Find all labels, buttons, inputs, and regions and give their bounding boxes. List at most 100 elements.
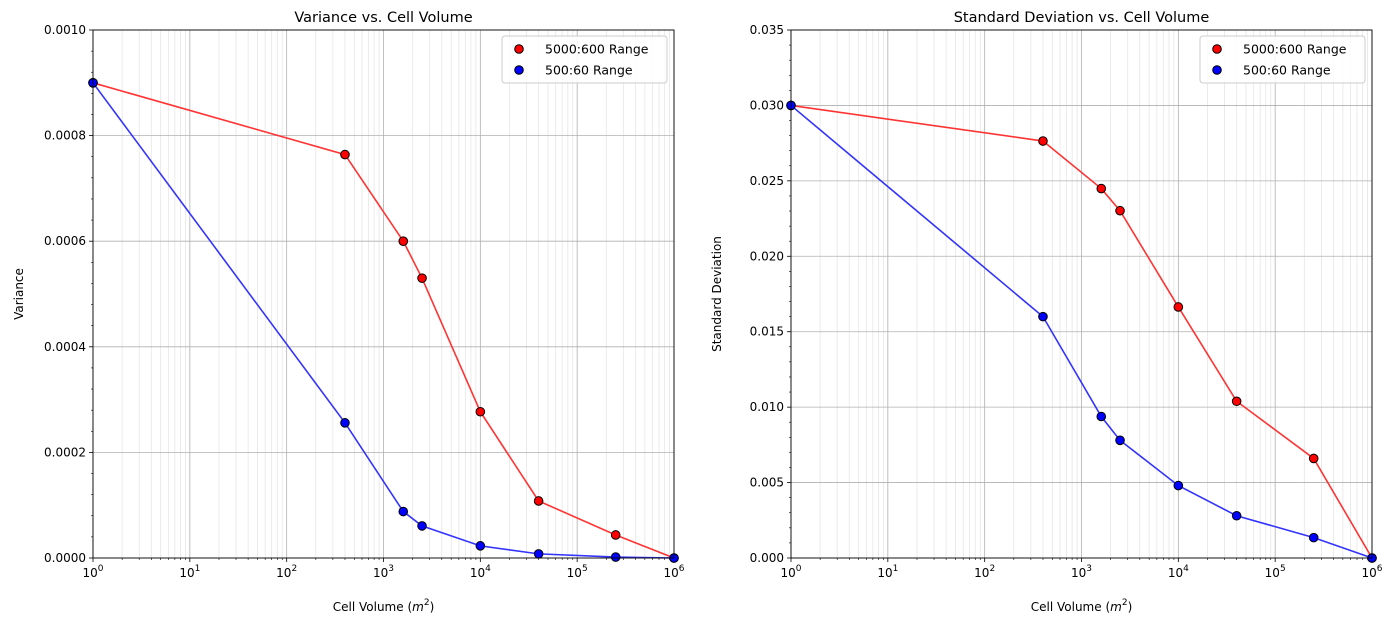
data-point: [533, 549, 544, 559]
x-tick-label-base: 10: [877, 566, 892, 580]
data-point: [610, 530, 621, 540]
x-tick-label: 101: [877, 564, 898, 580]
x-tick-label-exponent: 6: [1377, 564, 1383, 574]
x-tick-label-exponent: 0: [98, 564, 104, 574]
x-tick-label: 104: [470, 564, 491, 580]
x-axis-label-end: ): [430, 600, 435, 614]
data-point: [1115, 435, 1125, 446]
x-tick-label-exponent: 2: [989, 564, 995, 574]
x-tick-label: 101: [179, 564, 200, 580]
x-tick-label-exponent: 2: [291, 564, 297, 574]
x-tick-label-base: 10: [179, 566, 194, 580]
x-tick-label-exponent: 5: [1280, 564, 1286, 574]
x-tick-label: 105: [1265, 564, 1286, 580]
chart-title: Standard Deviation vs. Cell Volume: [954, 10, 1210, 26]
y-tick-label: 0.0000: [44, 551, 86, 565]
y-tick-label: 0.035: [750, 23, 784, 37]
series-line: [790, 104, 1373, 559]
data-point: [340, 418, 350, 428]
legend-marker: [514, 44, 524, 54]
chart-1: 100 101 102 103 104 105 1060.00000.00020.00040…: [12, 10, 685, 614]
chart-2: 100 101 102 103 104 105 1060.0000.0050.0100.01…: [710, 10, 1383, 614]
legend-box: [501, 35, 668, 84]
x-tick-label-base: 10: [974, 566, 989, 580]
x-tick-label-base: 10: [1361, 566, 1376, 580]
x-tick-label: 100: [780, 564, 801, 580]
data-point: [610, 552, 621, 562]
x-tick-label-exponent: 0: [796, 564, 802, 574]
legend-label: 5000:600 Range: [1243, 42, 1347, 57]
x-tick-label-base: 10: [276, 566, 291, 580]
x-tick-label-base: 10: [567, 566, 582, 580]
y-tick-label: 0.0006: [44, 234, 86, 248]
data-point: [398, 236, 409, 246]
data-point: [1173, 480, 1184, 491]
x-tick-label-base: 10: [1168, 566, 1183, 580]
x-axis-label: Cell Volume (m2): [1031, 598, 1133, 614]
x-axis-label-text: Cell Volume (: [333, 600, 412, 614]
data-point: [1308, 453, 1319, 464]
x-tick-label: 104: [1168, 564, 1189, 580]
x-tick-label-exponent: 1: [893, 564, 899, 574]
x-axis-label-exponent: 2: [1122, 598, 1128, 608]
chart-title: Variance vs. Cell Volume: [294, 10, 472, 26]
legend: 5000:600 Range 500:60 Range: [1199, 35, 1366, 84]
x-axis-label-exponent: 2: [424, 598, 430, 608]
y-tick-label: 0.0002: [44, 445, 86, 459]
series-line: [92, 82, 675, 559]
series-line: [790, 104, 1373, 559]
x-tick-label: 103: [1071, 564, 1092, 580]
x-tick-label: 102: [276, 564, 297, 580]
y-tick-label: 0.025: [750, 174, 784, 188]
data-point: [1115, 205, 1125, 216]
data-point: [398, 506, 409, 517]
y-axis-label: Standard Deviation: [710, 236, 724, 352]
x-tick-label-base: 10: [663, 566, 678, 580]
x-tick-label: 106: [1361, 564, 1382, 580]
y-tick-label: 0.000: [750, 551, 784, 565]
axes-frame: [92, 29, 675, 559]
data-point: [417, 273, 427, 283]
x-tick-label: 106: [663, 564, 684, 580]
data-point: [475, 541, 486, 551]
x-axis-label-text: Cell Volume (: [1031, 600, 1110, 614]
x-axis-label-unit: m: [412, 600, 424, 614]
x-tick-label-exponent: 5: [582, 564, 588, 574]
x-tick-label-exponent: 3: [1086, 564, 1092, 574]
x-tick-label-base: 10: [82, 566, 97, 580]
x-tick-label-base: 10: [1265, 566, 1280, 580]
x-tick-label-base: 10: [470, 566, 485, 580]
y-tick-label: 0.015: [750, 325, 784, 339]
data-point: [1038, 311, 1048, 322]
legend-label: 500:60 Range: [1243, 63, 1331, 78]
data-point: [1038, 136, 1048, 146]
legend-marker: [1212, 44, 1222, 54]
x-axis-label-end: ): [1128, 600, 1133, 614]
x-tick-label: 100: [82, 564, 103, 580]
legend-label: 5000:600 Range: [545, 42, 649, 57]
x-tick-label-exponent: 1: [195, 564, 201, 574]
series-line: [92, 82, 675, 559]
x-tick-label-base: 10: [373, 566, 388, 580]
y-axis-label: Variance: [12, 268, 26, 320]
data-point: [1096, 183, 1107, 194]
legend-marker: [514, 65, 524, 75]
y-tick-label: 0.0004: [44, 340, 86, 354]
legend-box: [1199, 35, 1366, 84]
x-tick-label-exponent: 4: [485, 564, 491, 574]
y-tick-label: 0.0010: [44, 23, 86, 37]
data-point: [1231, 510, 1242, 521]
data-point: [340, 149, 350, 160]
y-tick-label: 0.020: [750, 249, 784, 263]
x-axis-label-unit: m: [1110, 600, 1122, 614]
legend-label: 500:60 Range: [545, 63, 633, 78]
data-point: [1308, 532, 1319, 543]
x-axis-label: Cell Volume (m2): [333, 598, 435, 614]
axes-frame: [790, 29, 1373, 559]
legend: 5000:600 Range 500:60 Range: [501, 35, 668, 84]
data-point: [417, 521, 427, 531]
x-tick-label-exponent: 3: [388, 564, 394, 574]
x-tick-label-exponent: 6: [679, 564, 685, 574]
y-tick-label: 0.005: [750, 476, 784, 490]
